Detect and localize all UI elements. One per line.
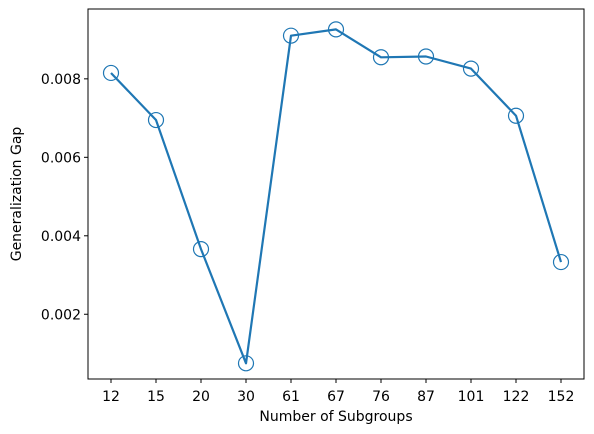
data-point-marker bbox=[102, 64, 120, 82]
x-tick-label: 67 bbox=[327, 389, 345, 405]
data-point-marker bbox=[507, 107, 525, 124]
x-axis-label: Number of Subgroups bbox=[259, 409, 412, 425]
plot-area bbox=[88, 9, 584, 379]
data-point-marker bbox=[552, 253, 570, 271]
y-tick-label: 0.006 bbox=[41, 150, 81, 166]
y-axis-ticks: 0.002 0.004 0.006 0.008 bbox=[41, 72, 88, 323]
x-tick-label: 87 bbox=[417, 389, 435, 405]
data-point-marker bbox=[192, 241, 210, 258]
x-tick-label: 20 bbox=[192, 389, 210, 405]
data-point-marker bbox=[282, 27, 300, 44]
x-tick-label: 12 bbox=[102, 389, 120, 405]
x-axis-ticks: 12 15 20 30 61 67 76 87 101 122 152 bbox=[102, 379, 574, 405]
x-tick-label: 76 bbox=[372, 389, 390, 405]
data-point-marker bbox=[462, 60, 480, 77]
data-point-marker bbox=[417, 48, 435, 65]
series-line bbox=[110, 28, 563, 365]
x-tick-label: 122 bbox=[503, 389, 530, 405]
x-tick-label: 61 bbox=[282, 389, 300, 405]
y-tick-label: 0.004 bbox=[41, 229, 81, 245]
y-tick-label: 0.002 bbox=[41, 307, 81, 323]
plot-frame bbox=[87, 8, 585, 380]
data-point-marker bbox=[147, 111, 165, 129]
y-axis-label: Generalization Gap bbox=[9, 127, 25, 262]
x-tick-label: 152 bbox=[548, 389, 575, 405]
x-tick-label: 101 bbox=[458, 389, 485, 405]
x-tick-label: 30 bbox=[237, 389, 255, 405]
series-layer bbox=[102, 21, 570, 372]
data-point-marker bbox=[327, 21, 345, 38]
data-point-marker bbox=[372, 49, 390, 66]
y-tick-label: 0.008 bbox=[41, 72, 81, 88]
data-point-marker bbox=[237, 355, 255, 372]
x-tick-label: 15 bbox=[147, 389, 165, 405]
